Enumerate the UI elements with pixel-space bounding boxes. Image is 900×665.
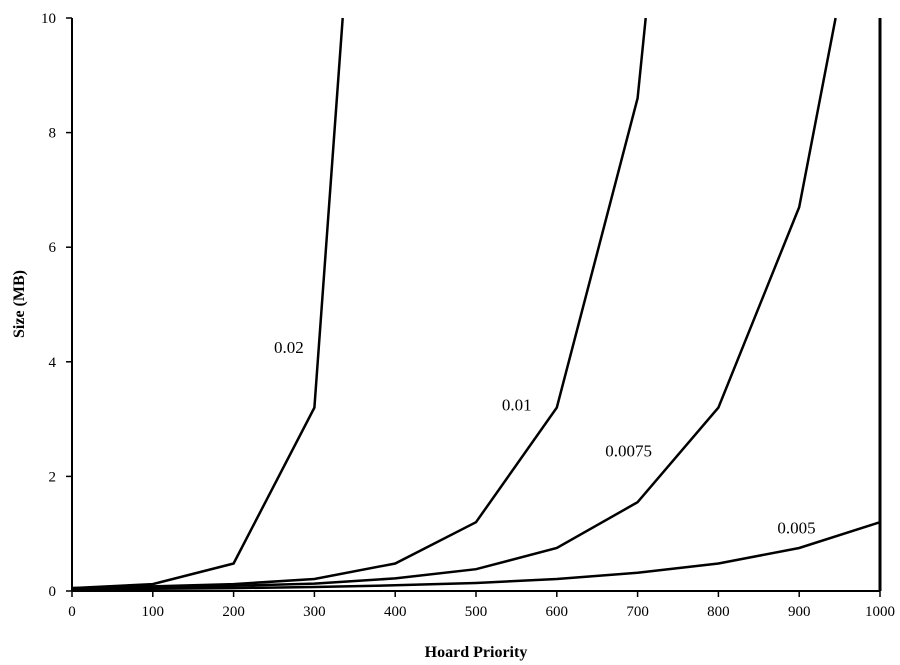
x-ticks: 0 100 200 300 400 500 600 700 800 900 1000 — [68, 591, 895, 620]
series-line-0-005 — [71, 521, 881, 591]
series-labels: 0.02 0.01 0.0075 0.005 — [274, 338, 816, 537]
y-tick-label: 8 — [49, 126, 57, 142]
series-line-0-02 — [71, 17, 344, 590]
y-ticks: 0 2 4 6 8 10 — [41, 11, 72, 600]
y-tick-label: 6 — [49, 240, 57, 256]
series-label-0-01: 0.01 — [502, 396, 532, 415]
series-line-0-01 — [71, 17, 647, 590]
x-tick-label: 900 — [788, 604, 811, 620]
series-label-0-02: 0.02 — [274, 338, 304, 357]
x-axis-title: Hoard Priority — [425, 644, 528, 661]
y-tick-label: 0 — [49, 584, 57, 600]
x-tick-label: 1000 — [865, 604, 895, 620]
series-line-0-0075 — [71, 17, 837, 590]
x-tick-label: 600 — [546, 604, 569, 620]
series-label-0-0075: 0.0075 — [605, 441, 652, 460]
y-axis-title: Size (MB) — [11, 270, 28, 338]
x-tick-label: 400 — [384, 604, 407, 620]
x-tick-label: 300 — [303, 604, 326, 620]
x-tick-label: 500 — [465, 604, 488, 620]
y-tick-label: 4 — [49, 355, 57, 371]
x-tick-label: 0 — [68, 604, 76, 620]
y-tick-label: 2 — [49, 469, 57, 485]
x-tick-label: 800 — [707, 604, 730, 620]
x-tick-label: 200 — [222, 604, 245, 620]
x-tick-label: 700 — [626, 604, 649, 620]
series-label-0-005: 0.005 — [777, 519, 815, 538]
x-tick-label: 100 — [142, 604, 165, 620]
y-tick-label: 10 — [41, 11, 56, 27]
plot-lines — [71, 17, 881, 591]
